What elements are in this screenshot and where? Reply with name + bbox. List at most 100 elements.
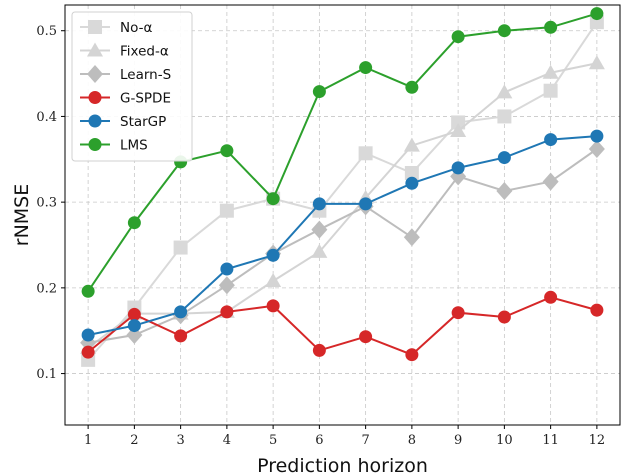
data-point bbox=[403, 228, 420, 247]
data-point bbox=[544, 20, 558, 34]
data-point bbox=[403, 137, 420, 152]
data-point bbox=[266, 299, 280, 313]
legend: No-α Fixed-α Learn-S G-SPDE StarGP LMS bbox=[71, 11, 193, 162]
data-point bbox=[312, 343, 326, 357]
y-tick-label: 0.2 bbox=[36, 281, 57, 296]
legend-marker bbox=[88, 91, 102, 104]
data-point bbox=[311, 243, 328, 258]
y-tick-label: 0.5 bbox=[36, 24, 57, 39]
data-point bbox=[359, 61, 373, 75]
data-point bbox=[266, 248, 280, 262]
data-point bbox=[590, 303, 604, 317]
data-point bbox=[173, 240, 188, 255]
data-point bbox=[358, 146, 373, 161]
legend-box bbox=[71, 11, 193, 162]
x-tick-label: 3 bbox=[176, 433, 184, 448]
x-tick-label: 5 bbox=[269, 433, 277, 448]
data-point bbox=[544, 133, 558, 147]
data-point bbox=[311, 220, 328, 239]
data-point bbox=[451, 115, 466, 130]
data-point bbox=[174, 305, 188, 319]
data-point bbox=[174, 329, 188, 343]
data-point bbox=[497, 24, 511, 38]
series-2 bbox=[80, 140, 605, 352]
data-point bbox=[497, 151, 511, 165]
series-3 bbox=[81, 290, 604, 362]
series-line bbox=[87, 21, 598, 361]
data-point bbox=[497, 310, 511, 324]
y-tick-label: 0.1 bbox=[36, 367, 57, 382]
data-point bbox=[127, 319, 141, 333]
data-point bbox=[450, 123, 467, 137]
data-point bbox=[81, 345, 95, 359]
data-point bbox=[266, 192, 280, 206]
data-point bbox=[220, 144, 234, 158]
data-point bbox=[220, 305, 234, 319]
x-tick-label: 6 bbox=[315, 433, 323, 448]
series-line bbox=[87, 135, 597, 336]
y-tick-label: 0.4 bbox=[36, 110, 57, 125]
data-point bbox=[544, 290, 558, 304]
data-point bbox=[359, 330, 373, 344]
data-point bbox=[542, 64, 559, 79]
legend-label: Learn-S bbox=[120, 67, 171, 83]
data-point bbox=[497, 109, 512, 124]
data-point bbox=[405, 348, 419, 362]
data-point bbox=[312, 197, 326, 211]
data-point bbox=[588, 140, 605, 158]
x-tick-label: 1 bbox=[84, 433, 92, 448]
series-5 bbox=[81, 7, 604, 298]
data-point bbox=[219, 203, 234, 218]
data-point bbox=[265, 273, 282, 287]
data-point bbox=[220, 262, 234, 276]
x-tick-label: 12 bbox=[589, 433, 606, 448]
series-line bbox=[87, 296, 598, 356]
legend-marker bbox=[88, 114, 102, 128]
data-point bbox=[405, 176, 419, 190]
x-axis-label: Prediction horizon bbox=[257, 455, 428, 475]
data-point bbox=[81, 284, 95, 298]
data-point bbox=[405, 80, 419, 94]
data-point bbox=[451, 30, 465, 44]
data-point bbox=[359, 197, 373, 211]
series-line bbox=[87, 12, 598, 292]
plot-frame bbox=[64, 4, 621, 426]
data-point bbox=[451, 306, 465, 320]
x-tick-label: 4 bbox=[223, 433, 231, 448]
legend-label: No-α bbox=[120, 20, 152, 36]
data-point bbox=[81, 328, 95, 342]
data-point bbox=[404, 166, 419, 180]
legend-marker bbox=[87, 42, 103, 57]
data-point bbox=[451, 161, 465, 175]
x-tick-label: 9 bbox=[454, 433, 462, 448]
data-point bbox=[542, 172, 559, 191]
data-point bbox=[127, 307, 141, 321]
data-point bbox=[588, 55, 605, 70]
axis-ticks: 1 2 3 4 5 6 7 8 9 10 11 120.10.20.30.40.5 bbox=[36, 24, 605, 448]
x-tick-label: 2 bbox=[130, 433, 138, 448]
data-point bbox=[127, 216, 141, 230]
data-point bbox=[590, 7, 604, 21]
legend-label: Fixed-α bbox=[120, 44, 169, 60]
x-tick-label: 10 bbox=[496, 433, 513, 448]
series-line bbox=[87, 148, 598, 344]
data-point bbox=[590, 129, 604, 143]
data-point bbox=[496, 182, 513, 200]
series-4 bbox=[81, 129, 604, 342]
y-axis-label: rNMSE bbox=[11, 184, 33, 246]
legend-marker bbox=[87, 65, 103, 83]
legend-marker bbox=[88, 138, 102, 151]
y-tick-label: 0.3 bbox=[36, 196, 57, 211]
data-point bbox=[218, 276, 235, 295]
x-tick-label: 8 bbox=[408, 433, 416, 448]
data-point bbox=[312, 85, 326, 99]
legend-label: G-SPDE bbox=[120, 91, 171, 107]
x-tick-label: 11 bbox=[542, 433, 559, 448]
legend-marker bbox=[88, 20, 102, 34]
legend-label: LMS bbox=[120, 138, 148, 154]
legend-label: StarGP bbox=[120, 114, 166, 130]
x-tick-label: 7 bbox=[361, 433, 369, 448]
series-layer bbox=[80, 7, 605, 367]
data-point bbox=[543, 83, 558, 98]
